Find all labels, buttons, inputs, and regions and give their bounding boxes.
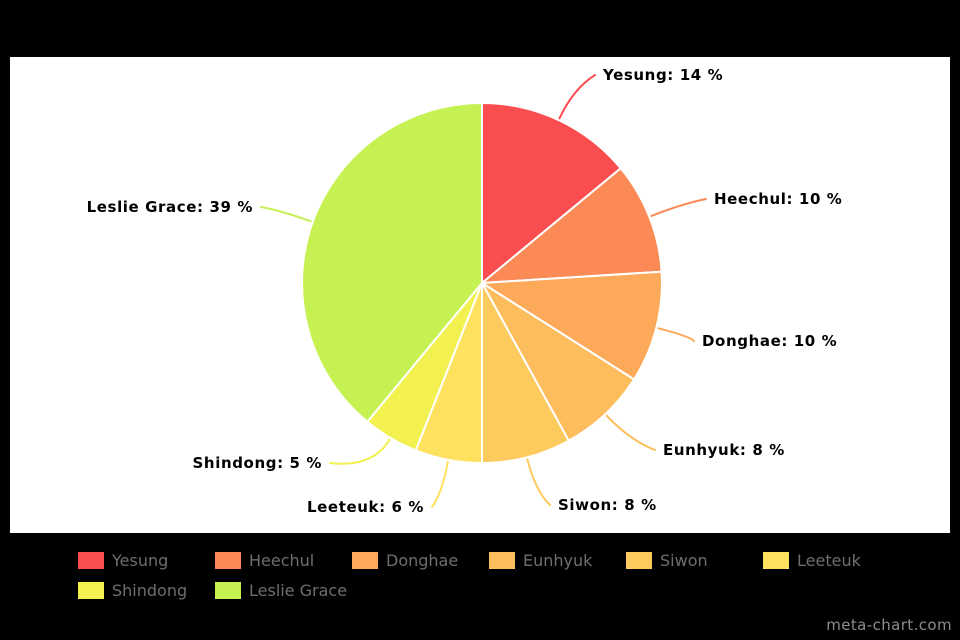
slice-label-leeteuk: Leeteuk: 6 % <box>307 498 424 516</box>
leader-line-eunhyuk <box>605 414 656 451</box>
slice-label-yesung: Yesung: 14 % <box>602 66 723 84</box>
pie-slice-eunhyuk <box>481 282 635 442</box>
leader-line-heechul <box>650 198 707 217</box>
legend-label-donghae: Donghae <box>386 551 459 570</box>
legend-item-yesung: Yesung <box>78 551 215 570</box>
legend-row: Yesung Heechul Donghae Eunhyuk Siwon Leeteuk <box>78 551 948 570</box>
slice-label-eunhyuk: Eunhyuk: 8 % <box>663 441 785 459</box>
pie-slice-siwon <box>481 282 570 464</box>
pie-slice-donghae <box>481 270 663 381</box>
legend-swatch-siwon <box>626 552 652 569</box>
legend-item-leeteuk: Leeteuk <box>763 551 900 570</box>
legend-swatch-donghae <box>352 552 378 569</box>
legend-item-leslie-grace: Leslie Grace <box>215 581 352 600</box>
legend-item-siwon: Siwon <box>626 551 763 570</box>
pie-slice-yesung <box>481 102 622 284</box>
slice-label-siwon: Siwon: 8 % <box>558 496 657 514</box>
legend-label-siwon: Siwon <box>660 551 708 570</box>
legend-label-leslie-grace: Leslie Grace <box>249 581 348 600</box>
legend-label-yesung: Yesung <box>112 551 169 570</box>
legend-label-heechul: Heechul <box>249 551 315 570</box>
legend-label-eunhyuk: Eunhyuk <box>523 551 593 570</box>
slice-label-donghae: Donghae: 10 % <box>702 332 837 350</box>
slice-label-heechul: Heechul: 10 % <box>714 190 842 208</box>
legend-label-shindong: Shindong <box>112 581 188 600</box>
legend-item-eunhyuk: Eunhyuk <box>489 551 626 570</box>
slice-label-shindong: Shindong: 5 % <box>193 454 322 472</box>
leader-line-siwon <box>526 458 551 506</box>
leader-line-donghae <box>657 327 695 342</box>
legend-label-leeteuk: Leeteuk <box>797 551 861 570</box>
legend-swatch-eunhyuk <box>489 552 515 569</box>
leader-line-leeteuk <box>431 460 449 508</box>
leader-line-leslie-grace <box>260 206 312 223</box>
leader-line-shindong <box>329 438 391 465</box>
chart-panel: Yesung: 14 % Heechul: 10 % Donghae: 10 % Eu… <box>10 57 950 533</box>
legend-item-donghae: Donghae <box>352 551 489 570</box>
pie-slice-heechul <box>481 167 663 284</box>
legend-swatch-shindong <box>78 582 104 599</box>
meta-chart-watermark: meta-chart.com <box>826 616 952 634</box>
chart-legend: Yesung Heechul Donghae Eunhyuk Siwon Leeteuk S… <box>78 551 948 611</box>
legend-row: Shindong Leslie Grace <box>78 581 948 600</box>
legend-swatch-leslie-grace <box>215 582 241 599</box>
legend-swatch-yesung <box>78 552 104 569</box>
legend-swatch-leeteuk <box>763 552 789 569</box>
pie-chart: Yesung: 14 % Heechul: 10 % Donghae: 10 % Eu… <box>87 66 842 516</box>
slice-label-leslie-grace: Leslie Grace: 39 % <box>87 198 253 216</box>
legend-item-heechul: Heechul <box>215 551 352 570</box>
legend-swatch-heechul <box>215 552 241 569</box>
leader-line-yesung <box>558 74 596 120</box>
legend-item-shindong: Shindong <box>78 581 215 600</box>
pie-slice-leslie-grace <box>301 102 483 423</box>
